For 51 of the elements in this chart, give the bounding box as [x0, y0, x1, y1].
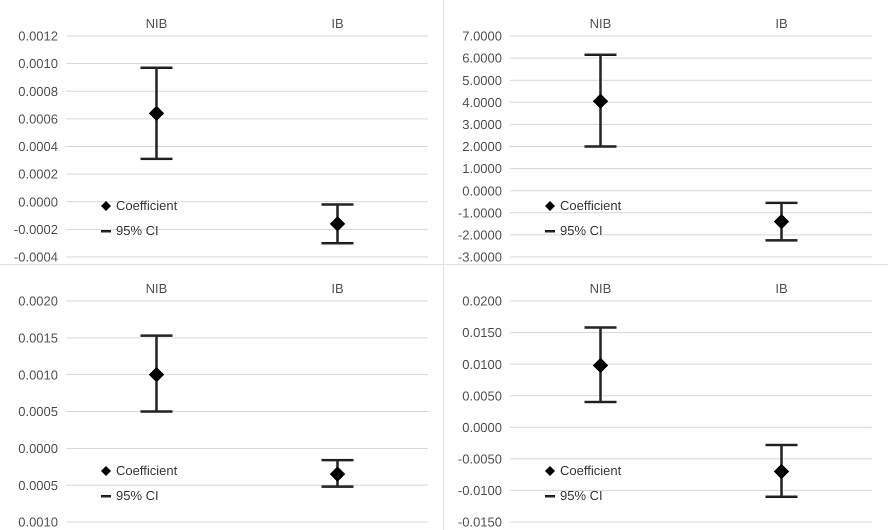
legend-label: Coefficient — [116, 462, 178, 480]
annotation: 95% CI — [560, 222, 603, 240]
legend-label: Coefficient — [560, 197, 622, 215]
y-tick-label: 4.0000 — [462, 94, 502, 110]
y-tick-label: 0.0000 — [18, 440, 58, 456]
x-tick-label: IB — [331, 16, 344, 31]
x-tick-label: NIB — [146, 16, 168, 31]
y-tick-label: -3.0000 — [458, 250, 502, 265]
y-tick-label: 0.0004 — [18, 139, 58, 154]
y-tick-label: 0.0020 — [18, 294, 58, 309]
annotation: 95% CI — [116, 222, 159, 240]
y-tick-label: -0.0150 — [458, 514, 502, 530]
y-tick-label: 0.0010 — [18, 56, 58, 72]
y-tick-label: 0.0010 — [18, 514, 58, 530]
y-tick-label: 0.0150 — [462, 325, 502, 340]
y-tick-label: 0.0008 — [18, 84, 58, 99]
y-tick-label: 0.0015 — [18, 330, 58, 346]
y-tick-label: 0.0012 — [18, 28, 58, 44]
y-tick-label: 2.0000 — [462, 139, 502, 154]
y-tick-label: 1.0000 — [462, 161, 502, 176]
y-tick-label: 0.0000 — [462, 183, 502, 198]
legend-label: Coefficient — [116, 197, 178, 215]
x-tick-label: IB — [775, 281, 788, 296]
y-tick-label: 7.0000 — [462, 28, 502, 44]
y-tick-label: 0.0005 — [18, 478, 58, 493]
legend-label: Coefficient — [560, 462, 622, 480]
y-tick-label: 0.0000 — [18, 194, 58, 210]
y-tick-label: 6.0000 — [462, 50, 502, 66]
y-tick-label: 5.0000 — [462, 72, 502, 88]
y-tick-label: -0.0100 — [458, 483, 502, 498]
y-tick-label: 0.0000 — [462, 420, 502, 435]
y-tick-label: 3.0000 — [462, 117, 502, 132]
y-tick-label: -2.0000 — [458, 228, 502, 243]
y-tick-label: 0.0006 — [18, 111, 58, 126]
y-tick-label: 0.0050 — [462, 388, 502, 404]
annotation: 95% CI — [116, 487, 159, 505]
x-tick-label: IB — [775, 16, 788, 31]
y-tick-label: -0.0004 — [14, 250, 58, 265]
x-tick-label: NIB — [590, 16, 612, 31]
y-tick-label: -0.0050 — [458, 451, 502, 466]
y-tick-label: 0.0100 — [462, 356, 502, 372]
y-tick-label: -0.0002 — [14, 222, 58, 237]
y-tick-label: 0.0005 — [18, 404, 58, 420]
y-tick-label: 0.0200 — [462, 294, 502, 309]
x-tick-label: NIB — [146, 281, 168, 296]
x-tick-label: NIB — [590, 281, 612, 296]
annotation: 95% CI — [560, 487, 603, 505]
x-tick-label: IB — [331, 281, 344, 296]
y-tick-label: -1.0000 — [458, 205, 502, 220]
y-tick-label: 0.0002 — [18, 166, 58, 182]
y-tick-label: 0.0010 — [18, 367, 58, 382]
